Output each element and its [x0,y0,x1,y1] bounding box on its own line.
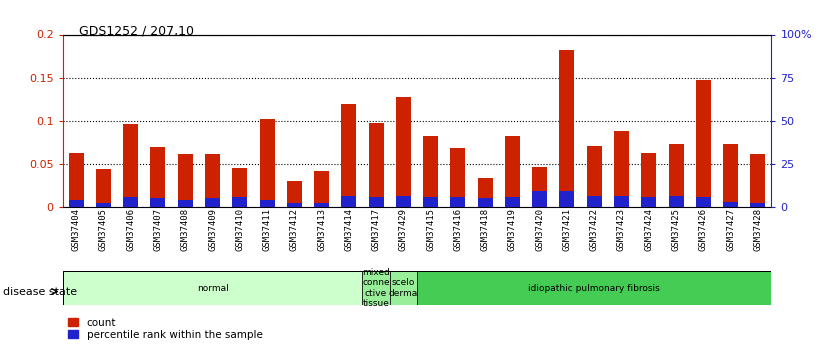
Bar [341,104,356,207]
Text: GSM37424: GSM37424 [644,208,653,251]
Bar [478,198,493,207]
Text: GSM37413: GSM37413 [317,208,326,251]
Bar [389,271,417,305]
Bar [723,144,738,207]
Text: GSM37426: GSM37426 [699,208,708,251]
Bar [150,147,165,207]
Bar [669,196,684,207]
Bar [287,203,302,207]
Legend: count, percentile rank within the sample: count, percentile rank within the sample [68,318,263,340]
Text: GSM37421: GSM37421 [562,208,571,251]
Bar [63,271,363,305]
Bar [505,136,520,207]
Text: disease state: disease state [3,287,77,296]
Text: GSM37414: GSM37414 [344,208,354,251]
Bar [369,197,384,207]
Text: GSM37420: GSM37420 [535,208,545,251]
Bar [751,155,766,207]
Bar [314,171,329,207]
Bar [233,168,247,207]
Text: GSM37405: GSM37405 [99,208,108,251]
Text: GSM37412: GSM37412 [289,208,299,251]
Bar [123,197,138,207]
Bar [696,197,711,207]
Bar [641,197,656,207]
Bar [587,146,601,207]
Bar [532,191,547,207]
Bar [560,50,575,207]
Bar [505,197,520,207]
Bar [696,80,711,207]
Text: GSM37429: GSM37429 [399,208,408,251]
Text: GSM37422: GSM37422 [590,208,599,251]
Bar [259,119,274,207]
Bar [478,178,493,207]
Bar [150,198,165,207]
Text: GSM37415: GSM37415 [426,208,435,251]
Text: scelo
derma: scelo derma [389,278,418,298]
Text: GSM37410: GSM37410 [235,208,244,251]
Bar [560,191,575,207]
Text: GSM37404: GSM37404 [72,208,81,251]
Bar [341,196,356,207]
Bar [314,203,329,207]
Bar [751,203,766,207]
Bar [423,197,438,207]
Bar [96,203,111,207]
Text: GSM37419: GSM37419 [508,208,517,251]
Bar [369,123,384,207]
Bar [205,198,220,207]
Bar [723,202,738,207]
Bar [587,196,601,207]
Bar [614,196,629,207]
Bar [233,197,247,207]
Text: GSM37428: GSM37428 [753,208,762,251]
Text: GSM37417: GSM37417 [372,208,380,251]
Text: GSM37406: GSM37406 [126,208,135,251]
Bar [450,197,465,207]
Bar [363,271,389,305]
Bar [614,131,629,207]
Bar [532,167,547,207]
Text: GSM37407: GSM37407 [153,208,163,251]
Bar [178,155,193,207]
Bar [287,181,302,207]
Text: GSM37423: GSM37423 [617,208,626,251]
Text: GSM37425: GSM37425 [671,208,681,251]
Bar [417,271,771,305]
Bar [68,200,83,207]
Bar [205,155,220,207]
Text: GSM37408: GSM37408 [181,208,190,251]
Bar [259,200,274,207]
Bar [178,200,193,207]
Bar [396,97,411,207]
Text: normal: normal [197,284,229,293]
Bar [96,169,111,207]
Text: GSM37418: GSM37418 [480,208,490,251]
Bar [450,148,465,207]
Bar [123,124,138,207]
Text: GSM37416: GSM37416 [454,208,462,251]
Text: GSM37411: GSM37411 [263,208,272,251]
Text: idiopathic pulmonary fibrosis: idiopathic pulmonary fibrosis [529,284,660,293]
Bar [669,144,684,207]
Text: GSM37409: GSM37409 [208,208,217,251]
Text: mixed
conne
ctive
tissue: mixed conne ctive tissue [362,268,390,308]
Text: GSM37427: GSM37427 [726,208,735,251]
Bar [396,196,411,207]
Text: GDS1252 / 207,10: GDS1252 / 207,10 [79,24,194,37]
Bar [423,136,438,207]
Bar [641,152,656,207]
Bar [68,152,83,207]
